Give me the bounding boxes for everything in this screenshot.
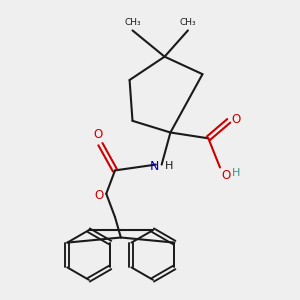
Text: N: N	[149, 160, 159, 172]
Text: O: O	[94, 189, 104, 202]
Text: H: H	[165, 161, 173, 171]
Text: CH₃: CH₃	[180, 19, 196, 28]
Text: O: O	[93, 128, 102, 141]
Text: O: O	[232, 113, 241, 126]
Text: O: O	[221, 169, 231, 182]
Text: CH₃: CH₃	[124, 19, 141, 28]
Text: H: H	[232, 168, 240, 178]
